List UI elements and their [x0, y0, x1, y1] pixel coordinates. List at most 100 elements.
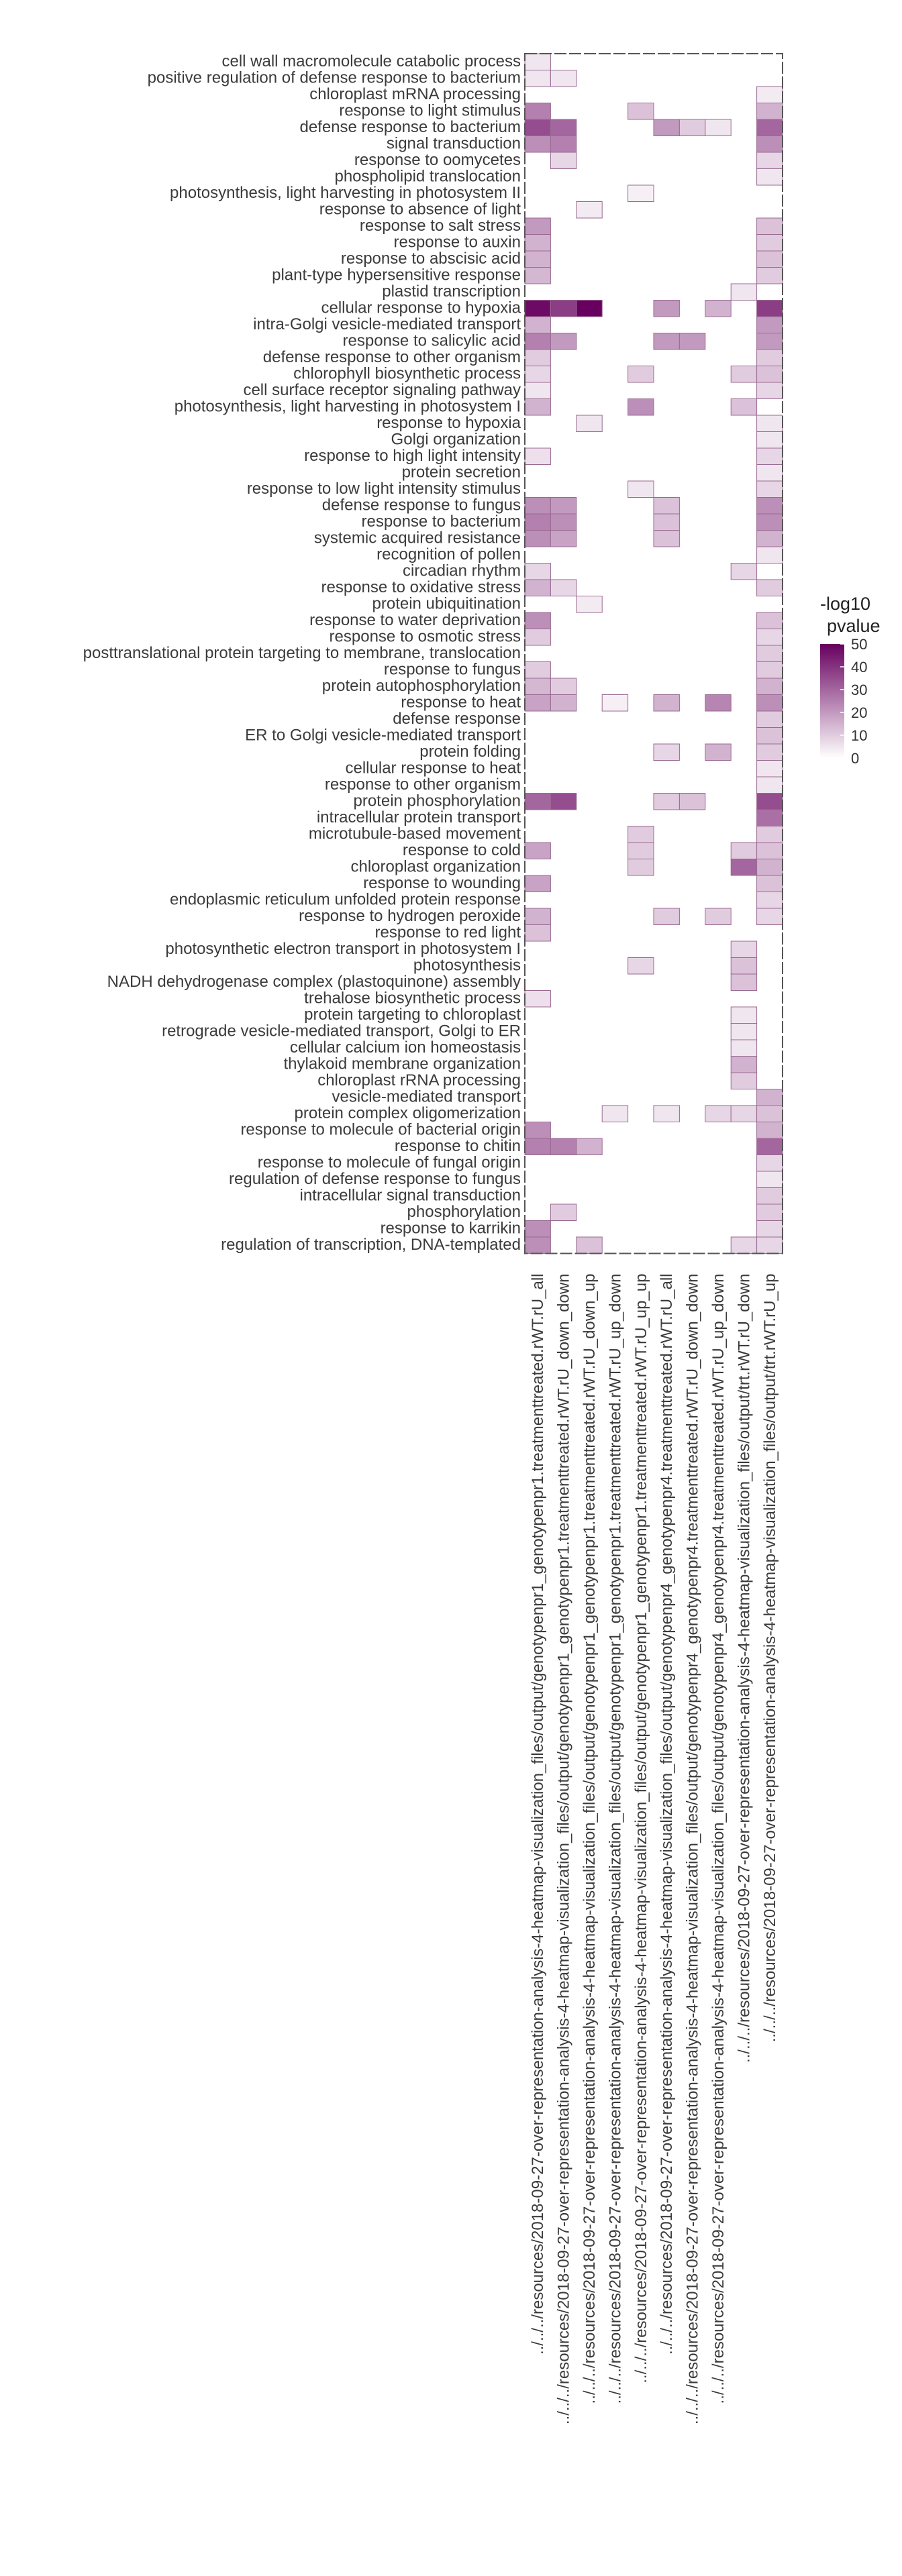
heatmap-cell	[524, 579, 551, 596]
row-label: response to auxin	[394, 233, 521, 252]
column-label: ../../../resources/2018-09-27-over-repre…	[684, 1274, 702, 2425]
heatmap-cell	[628, 103, 654, 120]
heatmap-cell	[524, 234, 551, 252]
heatmap-cell	[730, 859, 758, 876]
row-label: intracellular signal transduction	[299, 1187, 521, 1205]
heatmap-cell	[756, 1122, 783, 1139]
row-label: chloroplast mRNA processing	[309, 85, 521, 103]
heatmap-cell	[756, 908, 783, 925]
heatmap-cell	[756, 480, 783, 498]
row-label: response to heat	[401, 694, 521, 712]
heatmap-cell	[524, 793, 551, 810]
row-label: thylakoid membrane organization	[283, 1055, 521, 1073]
heatmap-cell	[756, 497, 783, 515]
heatmap-cell	[550, 136, 577, 153]
row-label: protein ubiquitination	[372, 595, 521, 613]
heatmap-cell	[756, 1105, 783, 1122]
row-label: phospholipid translocation	[334, 168, 521, 186]
heatmap-cell	[679, 793, 706, 810]
heatmap-cell	[756, 743, 783, 761]
row-label: protein phosphorylation	[353, 792, 521, 810]
heatmap-cell	[576, 1138, 603, 1155]
heatmap-cell	[550, 678, 577, 695]
column-label: ../../../resources/2018-09-27-over-repre…	[735, 1273, 753, 2063]
row-label: intracellular protein transport	[317, 808, 521, 826]
heatmap-cell	[756, 1236, 783, 1254]
heatmap-cell	[524, 1220, 551, 1238]
heatmap-cell	[730, 1105, 758, 1122]
row-label: response to fungus	[384, 661, 521, 679]
column-labels: ../../../resources/2018-09-27-over-repre…	[529, 1273, 779, 2424]
heatmap-cell	[730, 957, 758, 975]
heatmap-cell	[601, 1105, 629, 1122]
row-label: recognition of pollen	[377, 545, 521, 564]
heatmap-cell	[524, 333, 551, 350]
row-label: Golgi organization	[391, 431, 521, 449]
heatmap-cell	[756, 859, 783, 876]
heatmap-cell	[756, 760, 783, 777]
heatmap-cell	[730, 1072, 758, 1089]
column-label: ../../../resources/2018-09-27-over-repre…	[658, 1274, 676, 2355]
heatmap-cell	[550, 119, 577, 136]
heatmap-cell	[756, 793, 783, 810]
row-label: response to red light	[375, 924, 521, 942]
row-label: retrograde vesicle-mediated transport, G…	[162, 1022, 521, 1040]
heatmap-cell	[550, 300, 577, 317]
row-label: response to other organism	[325, 775, 521, 794]
heatmap-cell	[524, 300, 551, 317]
heatmap-cell	[628, 184, 654, 202]
heatmap-cell	[628, 398, 654, 416]
heatmap-cell	[705, 743, 732, 761]
heatmap-cell	[756, 1171, 783, 1188]
legend-title-line-1: -log10	[820, 594, 870, 614]
row-label: positive regulation of defense response …	[148, 69, 521, 87]
heatmap-cell	[524, 612, 551, 629]
heatmap-cell	[756, 1089, 783, 1106]
row-label: photosynthesis, light harvesting in phot…	[174, 398, 521, 416]
column-label: ../../../resources/2018-09-27-over-repre…	[761, 1274, 779, 2043]
row-label: circadian rhythm	[403, 562, 521, 580]
heatmap-cell	[730, 1236, 758, 1254]
heatmap-cell	[628, 842, 654, 859]
row-label: photosynthesis	[413, 957, 521, 975]
row-label: response to salicylic acid	[343, 332, 521, 350]
heatmap-cell	[524, 694, 551, 712]
row-label: response to molecule of bacterial origin	[240, 1121, 521, 1139]
heatmap-cell	[524, 53, 551, 70]
heatmap-cell	[756, 1220, 783, 1238]
color-legend: -log10 pvalue 0 10 20 30 40 50	[820, 594, 881, 767]
column-label: ../../../resources/2018-09-27-over-repre…	[709, 1274, 728, 2404]
heatmap-cell	[730, 366, 758, 383]
row-label: response to molecule of fungal origin	[258, 1154, 521, 1172]
heatmap-cell	[730, 973, 758, 991]
heatmap-cell	[756, 1203, 783, 1221]
row-label: protein autophosphorylation	[322, 677, 521, 695]
heatmap-cells	[524, 53, 783, 1254]
row-label: cellular response to hypoxia	[321, 299, 521, 317]
heatmap-cell	[524, 908, 551, 925]
heatmap-cell	[628, 859, 654, 876]
column-label: ../../../resources/2018-09-27-over-repre…	[632, 1274, 650, 2383]
heatmap-cell	[576, 300, 603, 317]
heatmap-cell	[653, 497, 680, 515]
heatmap-cell	[653, 513, 680, 531]
heatmap-cell	[524, 497, 551, 515]
heatmap-cell	[756, 727, 783, 745]
heatmap-cell	[653, 908, 680, 925]
legend-tick-label: 10	[851, 727, 867, 744]
heatmap-cell	[524, 250, 551, 268]
row-label: plastid transcription	[382, 282, 521, 301]
heatmap-cell	[756, 267, 783, 284]
row-label: response to oomycetes	[354, 151, 521, 169]
row-label: response to high light intensity	[304, 447, 521, 465]
row-label: defense response	[393, 710, 521, 728]
heatmap-cell	[679, 119, 706, 136]
row-label: systemic acquired resistance	[314, 529, 521, 547]
heatmap-cell	[524, 661, 551, 679]
heatmap-cell	[550, 70, 577, 87]
heatmap-cell	[550, 1138, 577, 1155]
heatmap-cell	[756, 678, 783, 695]
heatmap-cell	[756, 809, 783, 826]
column-label: ../../../resources/2018-09-27-over-repre…	[555, 1274, 573, 2425]
